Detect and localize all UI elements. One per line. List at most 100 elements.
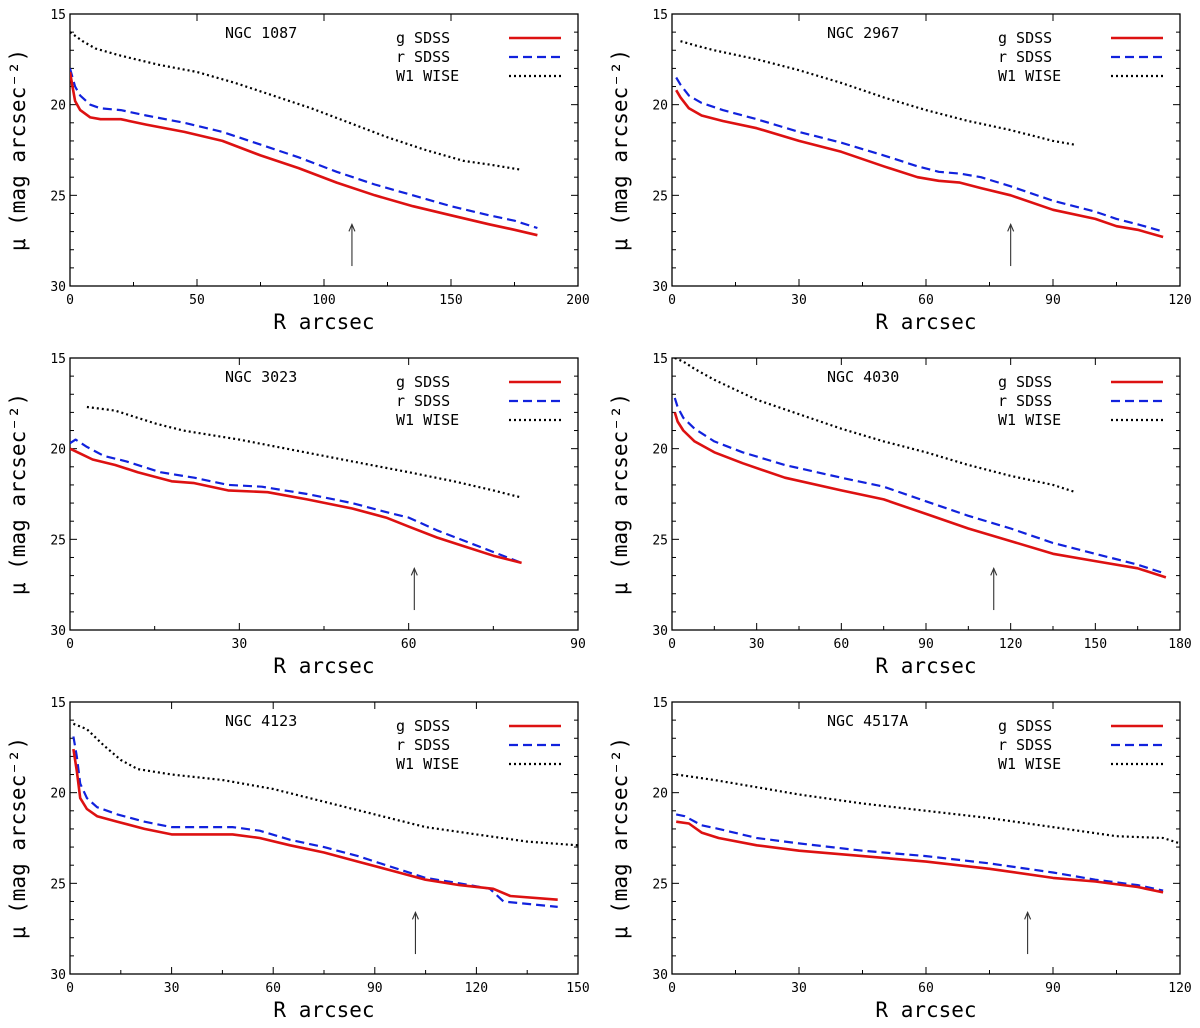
y-tick-label: 15 [50,8,66,23]
legend-label-r: r SDSS [998,736,1052,754]
plot-frame [69,13,579,287]
y-tick-label: 15 [50,696,66,711]
x-tick-label: 0 [668,293,676,308]
x-tick-label: 120 [999,637,1022,652]
series-lines [675,40,1164,239]
series-line-r [72,736,558,908]
y-axis-ticks: 15 20 25 30 [652,352,1180,639]
x-axis-title: R arcsec [273,654,374,678]
series-line-g [673,412,1167,579]
x-tick-label: 30 [749,637,765,652]
legend-label-w1: W1 WISE [396,67,459,85]
x-axis-title: R arcsec [273,998,374,1022]
x-tick-label: 60 [834,637,850,652]
panel-title: NGC 4030 [827,368,899,386]
legend-label-w1: W1 WISE [396,411,459,429]
x-tick-label: 180 [1168,637,1191,652]
legend-label-w1: W1 WISE [998,411,1061,429]
y-tick-label: 30 [652,624,668,639]
x-tick-label: 0 [668,637,676,652]
x-tick-label: 150 [1084,637,1107,652]
y-axis-ticks: 15 20 25 30 [50,696,578,983]
y-tick-label: 15 [50,352,66,367]
arrow-marker [411,910,419,955]
arrow-head [1007,222,1015,232]
y-tick-label: 15 [652,696,668,711]
series-line-r [70,438,522,564]
series-lines [70,31,538,237]
x-tick-label: 90 [1045,981,1061,996]
series-line-w1 [676,773,1180,845]
x-axis-ticks: 0 30 60 90 120 150 180 [668,358,1192,652]
y-tick-label: 30 [50,968,66,983]
y-tick-label: 20 [50,787,66,802]
y-axis-ticks: 15 20 25 30 [50,8,578,295]
x-tick-label: 90 [570,637,586,652]
x-tick-label: 60 [918,981,934,996]
y-tick-label: 30 [50,280,66,295]
y-axis-ticks: 15 20 25 30 [652,8,1180,295]
x-tick-label: 60 [918,293,934,308]
arrow-marker [1007,222,1015,267]
y-tick-label: 15 [652,352,668,367]
y-tick-label: 30 [652,968,668,983]
x-tick-label: 150 [439,293,462,308]
x-tick-label: 90 [918,637,934,652]
series-line-g [675,89,1164,239]
series-line-w1 [674,358,1076,494]
x-tick-label: 0 [668,981,676,996]
y-tick-label: 25 [50,877,66,892]
x-axis-title: R arcsec [875,654,976,678]
y-tick-label: 25 [652,533,668,548]
x-tick-label: 30 [791,981,807,996]
series-lines [70,405,522,565]
x-tick-label: 120 [1168,981,1191,996]
series-line-w1 [70,31,523,171]
arrow-head [1024,910,1032,920]
y-tick-label: 30 [652,280,668,295]
x-axis-ticks: 0 30 60 90 [66,358,586,652]
y-tick-label: 20 [652,99,668,114]
series-lines [673,358,1167,579]
legend-label-g: g SDSS [998,717,1052,735]
x-tick-label: 60 [265,981,281,996]
arrow-marker [1024,910,1032,955]
x-tick-label: 0 [66,637,74,652]
plot-frame [671,13,1181,287]
y-tick-label: 20 [652,787,668,802]
arrow-head [410,566,418,576]
arrow-head [990,566,998,576]
legend-label-r: r SDSS [396,392,450,410]
legend-label-g: g SDSS [998,29,1052,47]
panel-title: NGC 4517A [827,712,908,730]
series-line-g [676,820,1164,894]
legend-label-r: r SDSS [998,48,1052,66]
legend-label-w1: W1 WISE [396,755,459,773]
series-line-r [675,76,1164,233]
series-lines [72,722,578,908]
y-tick-label: 15 [652,8,668,23]
y-tick-label: 20 [50,99,66,114]
x-tick-label: 0 [66,981,74,996]
legend-label-r: r SDSS [396,736,450,754]
y-axis-title: μ (mag arcsec⁻²) [608,393,632,595]
plot-frame [671,357,1181,631]
y-axis-title: μ (mag arcsec⁻²) [608,49,632,251]
series-lines [675,773,1180,894]
legend-label-r: r SDSS [998,392,1052,410]
series-line-r [70,68,538,230]
y-tick-label: 25 [652,189,668,204]
x-tick-label: 120 [465,981,488,996]
series-line-g [70,447,522,565]
y-axis-ticks: 15 20 25 30 [50,352,578,639]
x-axis-title: R arcsec [273,310,374,334]
plot-frame [671,701,1181,975]
